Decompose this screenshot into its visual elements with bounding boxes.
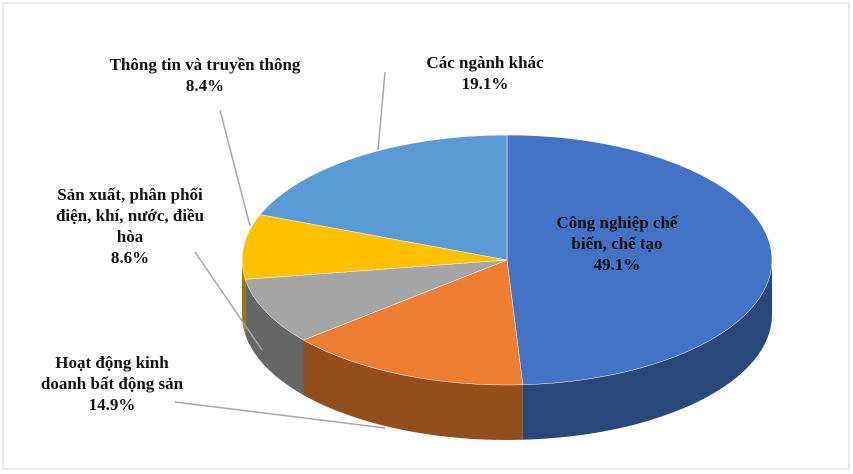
slice [506,134,773,386]
data-label: Các ngành khác 19.1% [385,52,585,94]
slice-side [242,260,246,335]
leader-line [194,251,263,351]
slice [241,214,508,280]
value-label: 8.6% [110,248,150,267]
slice [302,259,524,386]
leader-line [377,71,386,151]
slice-side [303,340,523,440]
slice-side [245,279,304,396]
data-label: Thông tin và truyền thông 8.4% [75,54,335,96]
category-label: Hoạt động kinh doanh bất động sản [40,353,184,393]
category-label: Sản xuất, phân phối điện, khí, nước, điề… [55,185,205,246]
value-label: 19.1% [461,74,509,93]
leader-line [219,109,251,227]
data-label: Hoạt động kinh doanh bất động sản 14.9% [37,352,187,415]
category-label: Công nghiệp chế biến, chế tạo [556,213,678,253]
data-label: Sản xuất, phân phối điện, khí, nước, điề… [55,184,205,268]
category-label: Các ngành khác [426,53,544,72]
value-label: 49.1% [593,255,641,274]
leader-line [174,401,386,429]
category-label: Thông tin và truyền thông [109,55,301,74]
value-label: 14.9% [88,395,136,414]
slice [244,259,508,341]
data-label: Công nghiệp chế biến, chế tạo 49.1% [542,212,692,275]
slice-side [522,260,773,440]
value-label: 8.4% [185,76,225,95]
slice [259,134,508,261]
